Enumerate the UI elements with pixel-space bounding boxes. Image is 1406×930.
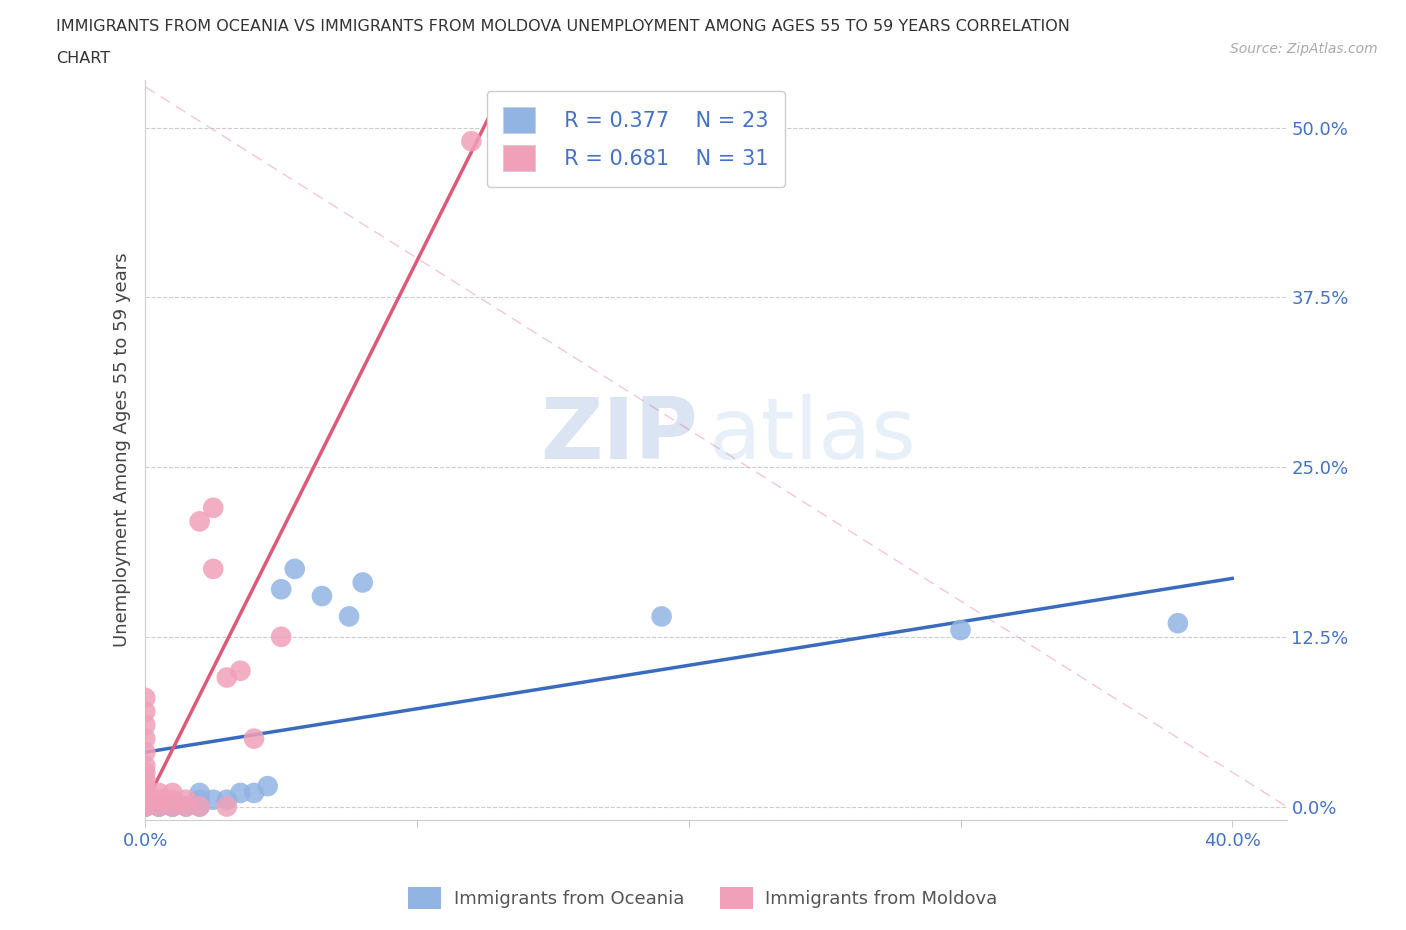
Point (148, 799, 170, 814)
Point (134, 704, 156, 719)
Text: atlas: atlas (709, 393, 917, 477)
Point (460, 134, 482, 149)
Point (134, 799, 156, 814)
Point (243, 786, 266, 801)
Point (134, 792, 156, 807)
Point (270, 582, 292, 597)
Point (188, 514, 211, 529)
Point (229, 786, 252, 801)
Point (148, 799, 170, 814)
Text: Source: ZipAtlas.com: Source: ZipAtlas.com (1230, 42, 1378, 56)
Point (174, 792, 197, 807)
Point (311, 589, 333, 604)
Point (188, 799, 211, 814)
Point (243, 731, 266, 746)
Point (188, 799, 211, 814)
Point (148, 792, 170, 807)
Text: IMMIGRANTS FROM OCEANIA VS IMMIGRANTS FROM MOLDOVA UNEMPLOYMENT AMONG AGES 55 TO: IMMIGRANTS FROM OCEANIA VS IMMIGRANTS FR… (56, 19, 1070, 33)
Point (134, 690, 156, 705)
Point (202, 792, 225, 807)
Point (215, 799, 238, 814)
Point (202, 562, 225, 577)
Point (215, 792, 238, 807)
Point (651, 609, 673, 624)
Legend: Immigrants from Oceania, Immigrants from Moldova: Immigrants from Oceania, Immigrants from… (401, 880, 1005, 916)
Point (202, 500, 225, 515)
Point (1167, 616, 1189, 631)
Y-axis label: Unemployment Among Ages 55 to 59 years: Unemployment Among Ages 55 to 59 years (114, 253, 131, 647)
Point (134, 758, 156, 773)
Point (256, 778, 278, 793)
Point (134, 731, 156, 746)
Point (162, 786, 184, 801)
Point (134, 745, 156, 760)
Point (134, 799, 156, 814)
Point (188, 792, 211, 807)
Point (162, 799, 184, 814)
Text: ZIP: ZIP (540, 393, 697, 477)
Point (949, 622, 972, 637)
Point (352, 575, 374, 590)
Point (134, 765, 156, 780)
Point (270, 630, 292, 644)
Point (162, 799, 184, 814)
Point (284, 562, 307, 577)
Point (134, 718, 156, 733)
Point (148, 786, 170, 801)
Point (337, 609, 360, 624)
Legend:   R = 0.377    N = 23,   R = 0.681    N = 31: R = 0.377 N = 23, R = 0.681 N = 31 (486, 90, 786, 187)
Point (215, 671, 238, 685)
Point (162, 792, 184, 807)
Point (134, 799, 156, 814)
Point (134, 778, 156, 793)
Point (174, 799, 197, 814)
Text: CHART: CHART (56, 51, 110, 66)
Point (148, 799, 170, 814)
Point (134, 786, 156, 801)
Point (162, 799, 184, 814)
Point (174, 799, 197, 814)
Point (134, 772, 156, 787)
Point (134, 799, 156, 814)
Point (188, 786, 211, 801)
Point (229, 663, 252, 678)
